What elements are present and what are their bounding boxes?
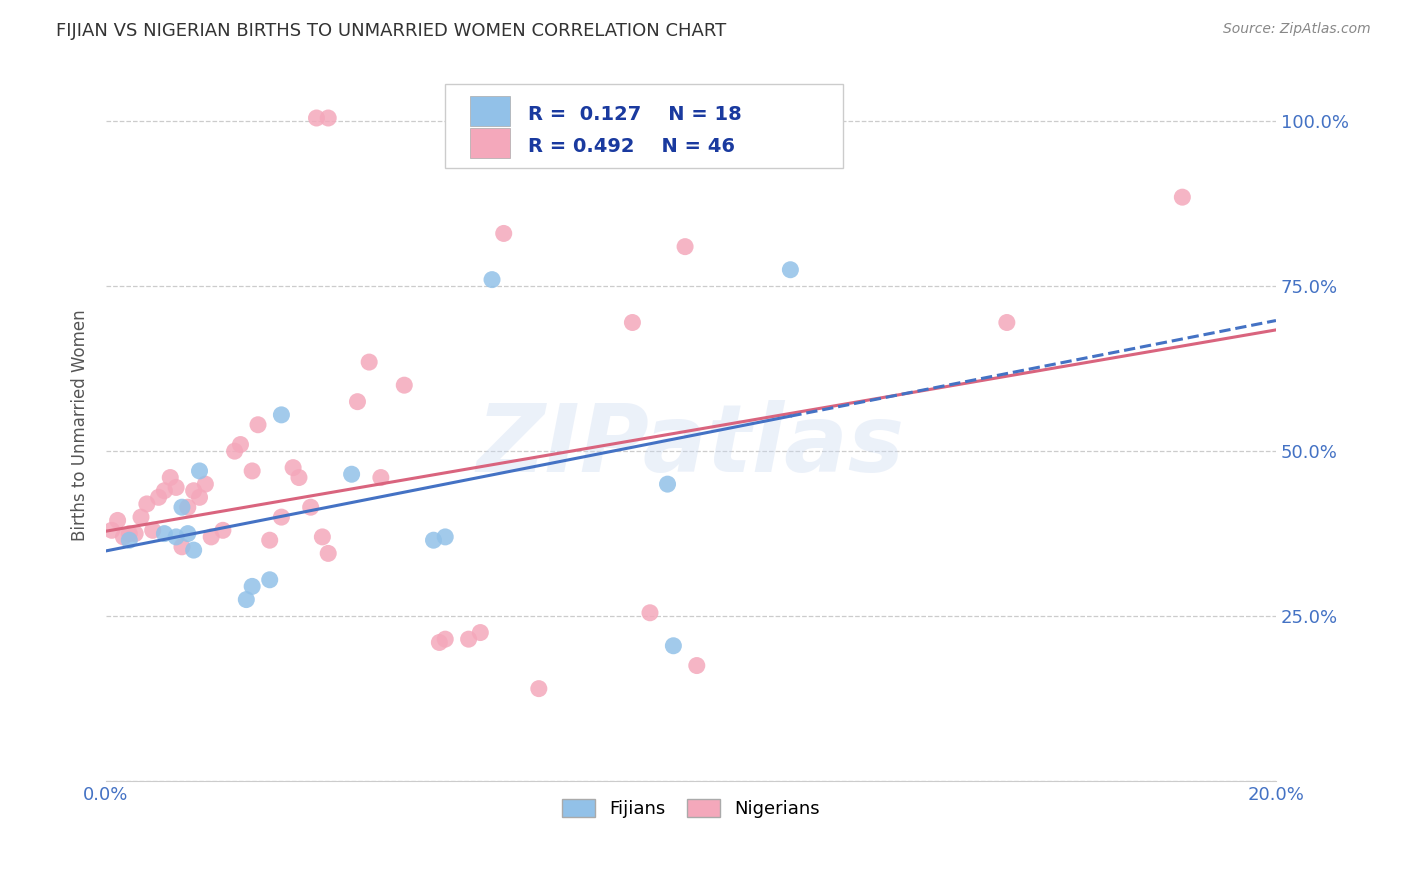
Point [142,524,165,538]
Point [135,497,157,511]
Point [165,480,187,494]
Point [359,355,381,369]
Point [100,524,122,538]
Point [316,111,339,125]
Point [340,467,363,482]
Point [212,524,235,538]
Point [686,658,709,673]
Point [434,530,457,544]
Point [118,526,141,541]
Point [170,540,193,554]
Point [270,510,292,524]
Text: R = 0.492    N = 46: R = 0.492 N = 46 [529,136,735,156]
Text: R =  0.127    N = 18: R = 0.127 N = 18 [529,105,742,124]
Point [170,500,193,515]
Point [457,632,479,647]
Point [422,533,444,548]
Point [259,573,281,587]
Point [281,460,304,475]
Point [183,483,205,498]
Point [299,500,322,515]
Point [995,316,1018,330]
Text: ZIPatlas: ZIPatlas [477,401,905,492]
FancyBboxPatch shape [470,95,509,126]
Point [159,470,181,484]
Point [305,111,328,125]
Point [370,470,392,484]
Point [153,526,176,541]
Point [235,592,257,607]
Point [194,477,217,491]
Point [177,500,200,515]
Text: Source: ZipAtlas.com: Source: ZipAtlas.com [1223,22,1371,37]
Point [247,417,270,432]
Point [240,464,263,478]
FancyBboxPatch shape [446,84,844,169]
Point [621,316,644,330]
Point [124,526,146,541]
Point [153,483,176,498]
Point [200,530,222,544]
Point [481,272,503,286]
FancyBboxPatch shape [470,128,509,158]
Point [129,510,152,524]
Point [434,632,457,647]
Point [427,635,450,649]
Point [527,681,550,696]
Point [188,491,211,505]
Y-axis label: Births to Unmarried Women: Births to Unmarried Women [72,309,89,541]
Point [118,533,141,548]
Point [188,464,211,478]
Point [224,444,246,458]
Text: FIJIAN VS NIGERIAN BIRTHS TO UNMARRIED WOMEN CORRELATION CHART: FIJIAN VS NIGERIAN BIRTHS TO UNMARRIED W… [56,22,727,40]
Point [673,240,696,254]
Point [288,470,311,484]
Point [657,477,679,491]
Point [259,533,281,548]
Legend: Fijians, Nigerians: Fijians, Nigerians [555,791,827,825]
Point [311,530,333,544]
Point [394,378,416,392]
Point [779,262,801,277]
Point [107,513,129,527]
Point [1171,190,1194,204]
Point [177,526,200,541]
Point [316,546,339,560]
Point [148,491,170,505]
Point [638,606,661,620]
Point [662,639,685,653]
Point [112,530,135,544]
Point [165,530,187,544]
Point [229,437,252,451]
Point [183,543,205,558]
Point [470,625,492,640]
Point [270,408,292,422]
Point [492,227,515,241]
Point [240,579,263,593]
Point [346,394,368,409]
